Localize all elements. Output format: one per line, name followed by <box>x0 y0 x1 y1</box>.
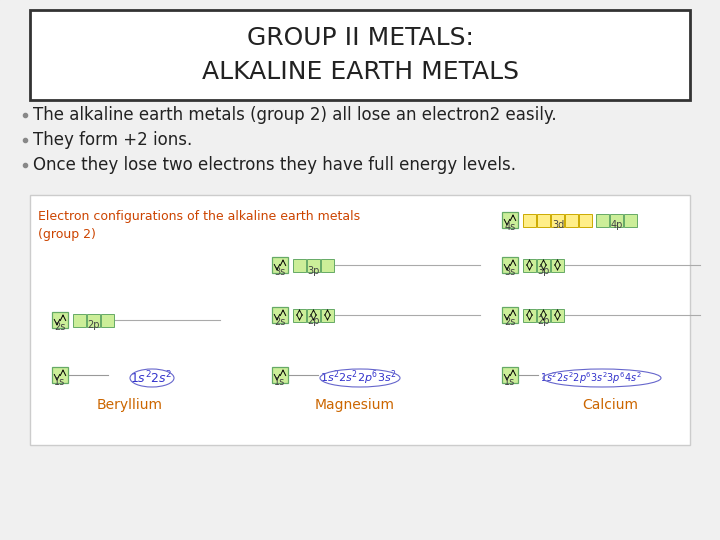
Text: 1s: 1s <box>55 377 66 387</box>
Text: 3p: 3p <box>308 266 320 275</box>
Bar <box>307 259 320 272</box>
Text: 2s: 2s <box>54 322 66 332</box>
Bar <box>73 314 86 327</box>
Text: 2p: 2p <box>307 315 320 326</box>
Text: The alkaline earth metals (group 2) all lose an electron2 easily.: The alkaline earth metals (group 2) all … <box>33 106 557 124</box>
Bar <box>523 308 536 321</box>
Text: 1s: 1s <box>505 377 516 387</box>
Text: They form +2 ions.: They form +2 ions. <box>33 131 192 149</box>
Bar <box>272 307 288 323</box>
Bar <box>596 213 609 226</box>
Bar <box>52 367 68 383</box>
Text: 1s: 1s <box>274 377 286 387</box>
Bar <box>307 308 320 321</box>
Bar <box>502 307 518 323</box>
Text: 2s: 2s <box>274 317 286 327</box>
Text: ALKALINE EARTH METALS: ALKALINE EARTH METALS <box>202 60 518 84</box>
Text: 2s: 2s <box>504 317 516 327</box>
Bar <box>502 257 518 273</box>
Bar <box>502 367 518 383</box>
FancyBboxPatch shape <box>30 10 690 100</box>
FancyBboxPatch shape <box>30 195 690 445</box>
Bar <box>321 308 334 321</box>
Bar <box>537 259 550 272</box>
Text: Electron configurations of the alkaline earth metals
(group 2): Electron configurations of the alkaline … <box>38 210 360 241</box>
Bar <box>579 213 592 226</box>
Bar <box>272 367 288 383</box>
Bar <box>52 312 68 328</box>
Text: Beryllium: Beryllium <box>97 398 163 412</box>
Text: 3d: 3d <box>552 220 564 231</box>
Bar <box>610 213 623 226</box>
Text: Calcium: Calcium <box>582 398 638 412</box>
Text: $1s^22s^22p^63s^2$: $1s^22s^22p^63s^2$ <box>320 369 397 387</box>
Bar <box>293 308 306 321</box>
Bar <box>565 213 578 226</box>
Text: GROUP II METALS:: GROUP II METALS: <box>246 26 474 50</box>
Bar <box>272 257 288 273</box>
Bar <box>523 213 536 226</box>
Bar <box>551 213 564 226</box>
Bar <box>523 259 536 272</box>
Text: $1s^22s^2$: $1s^22s^2$ <box>130 370 173 386</box>
Text: $1s^22s^22p^63s^23p^64s^2$: $1s^22s^22p^63s^23p^64s^2$ <box>540 370 642 386</box>
Text: 2p: 2p <box>88 321 100 330</box>
Bar <box>624 213 637 226</box>
Bar <box>537 213 550 226</box>
Bar <box>502 212 518 228</box>
Bar <box>551 308 564 321</box>
Text: Once they lose two electrons they have full energy levels.: Once they lose two electrons they have f… <box>33 156 516 174</box>
Bar <box>87 314 100 327</box>
Text: 4p: 4p <box>611 220 624 231</box>
Text: 2p: 2p <box>538 315 550 326</box>
Bar <box>293 259 306 272</box>
Text: 4s: 4s <box>505 222 516 232</box>
Text: 3p: 3p <box>538 266 550 275</box>
Text: Magnesium: Magnesium <box>315 398 395 412</box>
Bar <box>321 259 334 272</box>
Bar <box>551 259 564 272</box>
Bar <box>537 308 550 321</box>
Text: 3s: 3s <box>274 267 286 277</box>
Bar <box>101 314 114 327</box>
Text: 3s: 3s <box>505 267 516 277</box>
